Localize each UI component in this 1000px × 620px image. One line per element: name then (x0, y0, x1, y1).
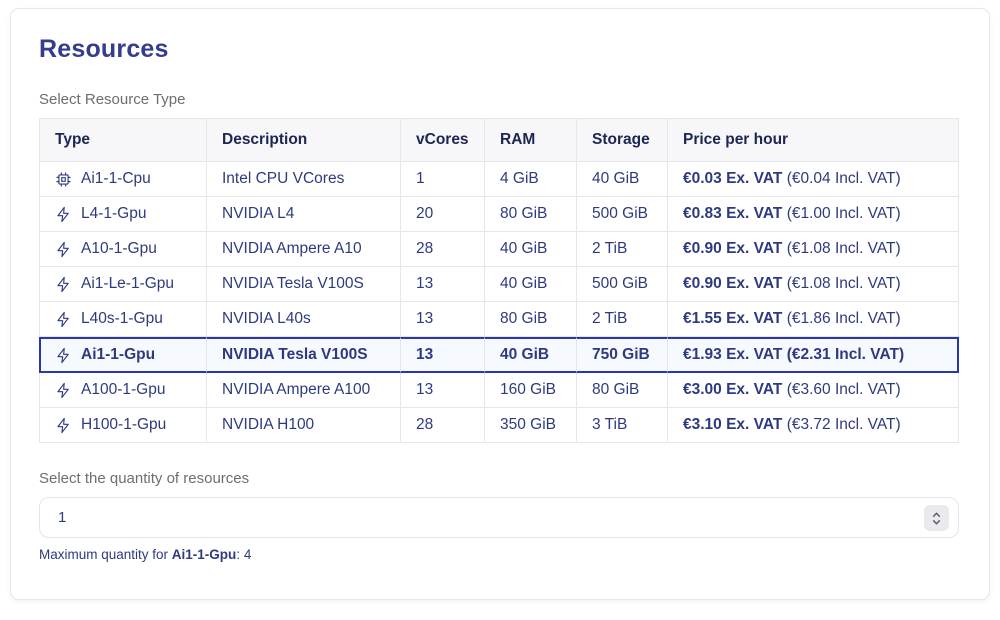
resource-table-body: Ai1-1-Cpu Intel CPU VCores 1 4 GiB 40 Gi… (39, 162, 959, 443)
cell-storage[interactable]: 500 GiB (577, 197, 668, 232)
cell-ram[interactable]: 4 GiB (485, 162, 577, 197)
table-row[interactable]: H100-1-Gpu NVIDIA H100 28 350 GiB 3 TiB … (39, 408, 959, 443)
cell-type[interactable]: A100-1-Gpu (39, 373, 207, 408)
table-row-selected[interactable]: Ai1-1-Gpu NVIDIA Tesla V100S 13 40 GiB 7… (39, 337, 959, 373)
cell-ram[interactable]: 160 GiB (485, 373, 577, 408)
lightning-bolt-icon (55, 241, 72, 258)
lightning-bolt-icon (55, 311, 72, 328)
cell-ram[interactable]: 40 GiB (485, 337, 577, 373)
page-title: Resources (39, 35, 169, 63)
table-row[interactable]: L4-1-Gpu NVIDIA L4 20 80 GiB 500 GiB €0.… (39, 197, 959, 232)
lightning-bolt-icon (55, 347, 72, 364)
table-row[interactable]: A10-1-Gpu NVIDIA Ampere A10 28 40 GiB 2 … (39, 232, 959, 267)
column-header-ram: RAM (485, 118, 577, 162)
cell-price[interactable]: €3.10 Ex. VAT (€3.72 Incl. VAT) (668, 408, 959, 443)
cell-vcores[interactable]: 28 (401, 232, 485, 267)
cell-description[interactable]: NVIDIA L4 (207, 197, 401, 232)
cell-vcores[interactable]: 20 (401, 197, 485, 232)
cell-description[interactable]: NVIDIA Ampere A10 (207, 232, 401, 267)
cell-vcores[interactable]: 13 (401, 302, 485, 337)
column-header-type: Type (39, 118, 207, 162)
cell-price[interactable]: €1.55 Ex. VAT (€1.86 Incl. VAT) (668, 302, 959, 337)
table-row[interactable]: L40s-1-Gpu NVIDIA L40s 13 80 GiB 2 TiB €… (39, 302, 959, 337)
cell-storage[interactable]: 2 TiB (577, 232, 668, 267)
resource-table: Type Description vCores RAM Storage Price per… (39, 118, 959, 443)
cell-price[interactable]: €0.03 Ex. VAT (€0.04 Incl. VAT) (668, 162, 959, 197)
cell-price[interactable]: €0.83 Ex. VAT (€1.00 Incl. VAT) (668, 197, 959, 232)
column-header-vcores: vCores (401, 118, 485, 162)
cpu-chip-icon (55, 171, 72, 188)
max-note-suffix: : 4 (236, 547, 252, 562)
cell-description[interactable]: NVIDIA Tesla V100S (207, 267, 401, 302)
quantity-input[interactable] (39, 497, 959, 538)
cell-ram[interactable]: 350 GiB (485, 408, 577, 443)
max-note-resource: Ai1-1-Gpu (171, 547, 237, 562)
cell-storage[interactable]: 500 GiB (577, 267, 668, 302)
cell-ram[interactable]: 80 GiB (485, 302, 577, 337)
lightning-bolt-icon (55, 206, 72, 223)
cell-type[interactable]: Ai1-1-Cpu (39, 162, 207, 197)
cell-description[interactable]: NVIDIA Ampere A100 (207, 373, 401, 408)
cell-vcores[interactable]: 13 (401, 267, 485, 302)
max-note-prefix: Maximum quantity for (39, 547, 172, 562)
table-row[interactable]: Ai1-Le-1-Gpu NVIDIA Tesla V100S 13 40 Gi… (39, 267, 959, 302)
cell-vcores[interactable]: 28 (401, 408, 485, 443)
cell-description[interactable]: NVIDIA L40s (207, 302, 401, 337)
cell-storage[interactable]: 2 TiB (577, 302, 668, 337)
cell-type[interactable]: Ai1-Le-1-Gpu (39, 267, 207, 302)
resource-type-label: Select Resource Type (39, 91, 186, 108)
resources-card: Resources Select Resource Type Type Descr… (10, 8, 990, 600)
cell-storage[interactable]: 80 GiB (577, 373, 668, 408)
cell-price[interactable]: €3.00 Ex. VAT (€3.60 Incl. VAT) (668, 373, 959, 408)
cell-price[interactable]: €0.90 Ex. VAT (€1.08 Incl. VAT) (668, 267, 959, 302)
cell-vcores[interactable]: 13 (401, 337, 485, 373)
cell-ram[interactable]: 40 GiB (485, 232, 577, 267)
cell-ram[interactable]: 80 GiB (485, 197, 577, 232)
cell-vcores[interactable]: 1 (401, 162, 485, 197)
cell-type[interactable]: Ai1-1-Gpu (39, 337, 207, 373)
cell-storage[interactable]: 40 GiB (577, 162, 668, 197)
cell-description[interactable]: Intel CPU VCores (207, 162, 401, 197)
quantity-label: Select the quantity of resources (39, 470, 250, 487)
cell-type[interactable]: L40s-1-Gpu (39, 302, 207, 337)
cell-storage[interactable]: 3 TiB (577, 408, 668, 443)
cell-price[interactable]: €1.93 Ex. VAT (€2.31 Incl. VAT) (668, 337, 959, 373)
cell-vcores[interactable]: 13 (401, 373, 485, 408)
table-header-row: Type Description vCores RAM Storage Price per… (39, 118, 959, 162)
lightning-bolt-icon (55, 417, 72, 434)
cell-description[interactable]: NVIDIA Tesla V100S (207, 337, 401, 373)
max-quantity-note: Maximum quantity for Ai1-1-Gpu: 4 (39, 547, 961, 562)
table-row[interactable]: A100-1-Gpu NVIDIA Ampere A100 13 160 GiB… (39, 373, 959, 408)
cell-type[interactable]: H100-1-Gpu (39, 408, 207, 443)
column-header-storage: Storage (577, 118, 668, 162)
cell-description[interactable]: NVIDIA H100 (207, 408, 401, 443)
cell-price[interactable]: €0.90 Ex. VAT (€1.08 Incl. VAT) (668, 232, 959, 267)
lightning-bolt-icon (55, 276, 72, 293)
table-row[interactable]: Ai1-1-Cpu Intel CPU VCores 1 4 GiB 40 Gi… (39, 162, 959, 197)
quantity-stepper[interactable] (924, 505, 949, 531)
column-header-price-per-hour: Price per hour (668, 118, 959, 162)
cell-type[interactable]: A10-1-Gpu (39, 232, 207, 267)
chevron-up-down-icon (932, 512, 941, 524)
column-header-description: Description (207, 118, 401, 162)
lightning-bolt-icon (55, 382, 72, 399)
cell-ram[interactable]: 40 GiB (485, 267, 577, 302)
cell-type[interactable]: L4-1-Gpu (39, 197, 207, 232)
cell-storage[interactable]: 750 GiB (577, 337, 668, 373)
quantity-field-wrap (39, 497, 959, 538)
